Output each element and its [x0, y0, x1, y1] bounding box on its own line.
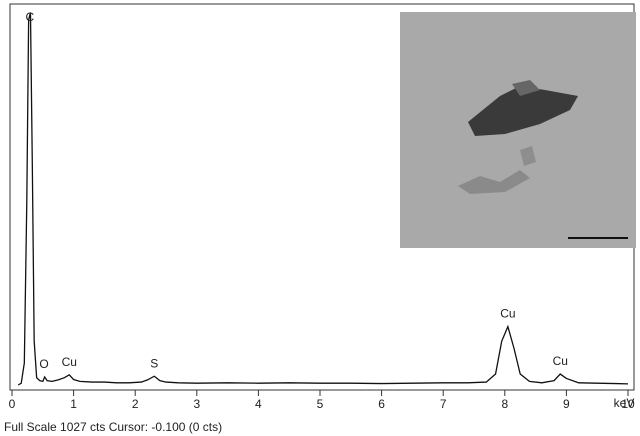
x-tick-label: 6 — [378, 397, 385, 411]
x-tick-label: 4 — [255, 397, 262, 411]
peak-label: Cu — [553, 354, 568, 368]
peak-label: O — [39, 357, 48, 371]
x-tick-label: 3 — [193, 397, 200, 411]
spectrum-line — [17, 12, 629, 386]
peak-label: S — [150, 356, 158, 370]
x-tick-label: 8 — [501, 397, 508, 411]
x-tick-label: 0 — [9, 397, 16, 411]
x-tick-label: 1 — [70, 397, 77, 411]
particle-fragment — [520, 146, 536, 166]
peak-label: Cu — [62, 355, 77, 369]
peak-label: Cu — [500, 307, 515, 321]
particle — [468, 86, 578, 136]
x-tick-label: 10 — [621, 397, 635, 411]
x-tick-label: 5 — [317, 397, 324, 411]
peak-label: C — [26, 10, 35, 24]
x-axis-label: keV — [614, 396, 635, 410]
x-tick-label: 9 — [563, 397, 570, 411]
x-tick-label: 2 — [132, 397, 139, 411]
inset-image — [400, 12, 636, 248]
x-tick-label: 7 — [440, 397, 447, 411]
particle — [512, 80, 540, 96]
particle-fragment — [458, 170, 530, 194]
status-footer: Full Scale 1027 cts Cursor: -0.100 (0 ct… — [4, 420, 222, 434]
